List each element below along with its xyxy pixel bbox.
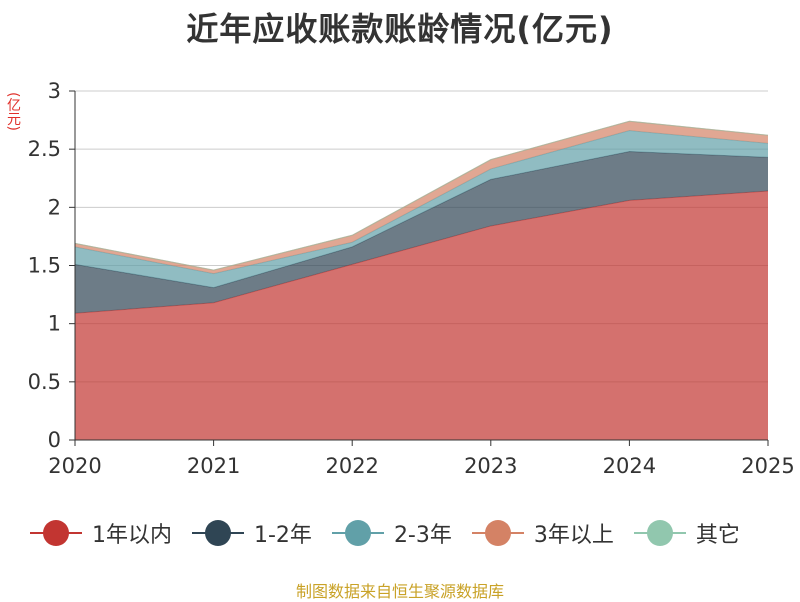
- x-tick-label: 2023: [464, 454, 517, 478]
- chart-title: 近年应收账款账龄情况(亿元): [186, 10, 614, 48]
- x-tick-label: 2022: [325, 454, 378, 478]
- y-tick-label: 3: [48, 79, 61, 103]
- legend-label: 2-3年: [393, 523, 452, 548]
- legend-item-other[interactable]: 其它: [633, 517, 740, 549]
- legend-marker-icon: [633, 518, 686, 548]
- x-tick-label: 2020: [48, 454, 101, 478]
- legend-item-1-2yr[interactable]: 1-2年: [192, 517, 312, 549]
- legend-label: 其它: [695, 523, 740, 548]
- legend-item-3yr-plus[interactable]: 3年以上: [471, 517, 614, 549]
- y-tick-label: 2.5: [28, 137, 61, 161]
- legend: 1年以内 1-2年 2-3年 3年以上 其它: [30, 516, 790, 550]
- y-tick-label: 1: [48, 312, 61, 336]
- legend-marker-icon: [30, 518, 82, 548]
- y-tick-label: 2: [48, 195, 61, 219]
- y-tick-label: 1.5: [28, 254, 61, 278]
- y-tick-label: 0: [48, 428, 61, 452]
- legend-item-1yr[interactable]: 1年以内: [30, 517, 172, 549]
- area-series-3: [75, 130, 768, 288]
- x-tick-label: 2021: [187, 454, 240, 478]
- area-series-1: [75, 191, 768, 440]
- legend-marker-icon: [331, 518, 384, 548]
- area-series-2: [75, 151, 768, 314]
- x-tick-label: 2024: [603, 454, 656, 478]
- x-tick-label: 2025: [741, 454, 794, 478]
- legend-marker-icon: [471, 518, 524, 548]
- legend-label: 3年以上: [533, 523, 614, 548]
- legend-item-2-3yr[interactable]: 2-3年: [331, 517, 452, 549]
- source-note: 制图数据来自恒生聚源数据库: [295, 582, 504, 601]
- legend-label: 1-2年: [254, 523, 312, 548]
- legend-label: 1年以内: [92, 523, 172, 548]
- unit-label: (亿元): [5, 92, 21, 131]
- legend-marker-icon: [192, 518, 244, 548]
- y-tick-label: 0.5: [28, 370, 61, 394]
- series-line-5: [74, 120, 769, 271]
